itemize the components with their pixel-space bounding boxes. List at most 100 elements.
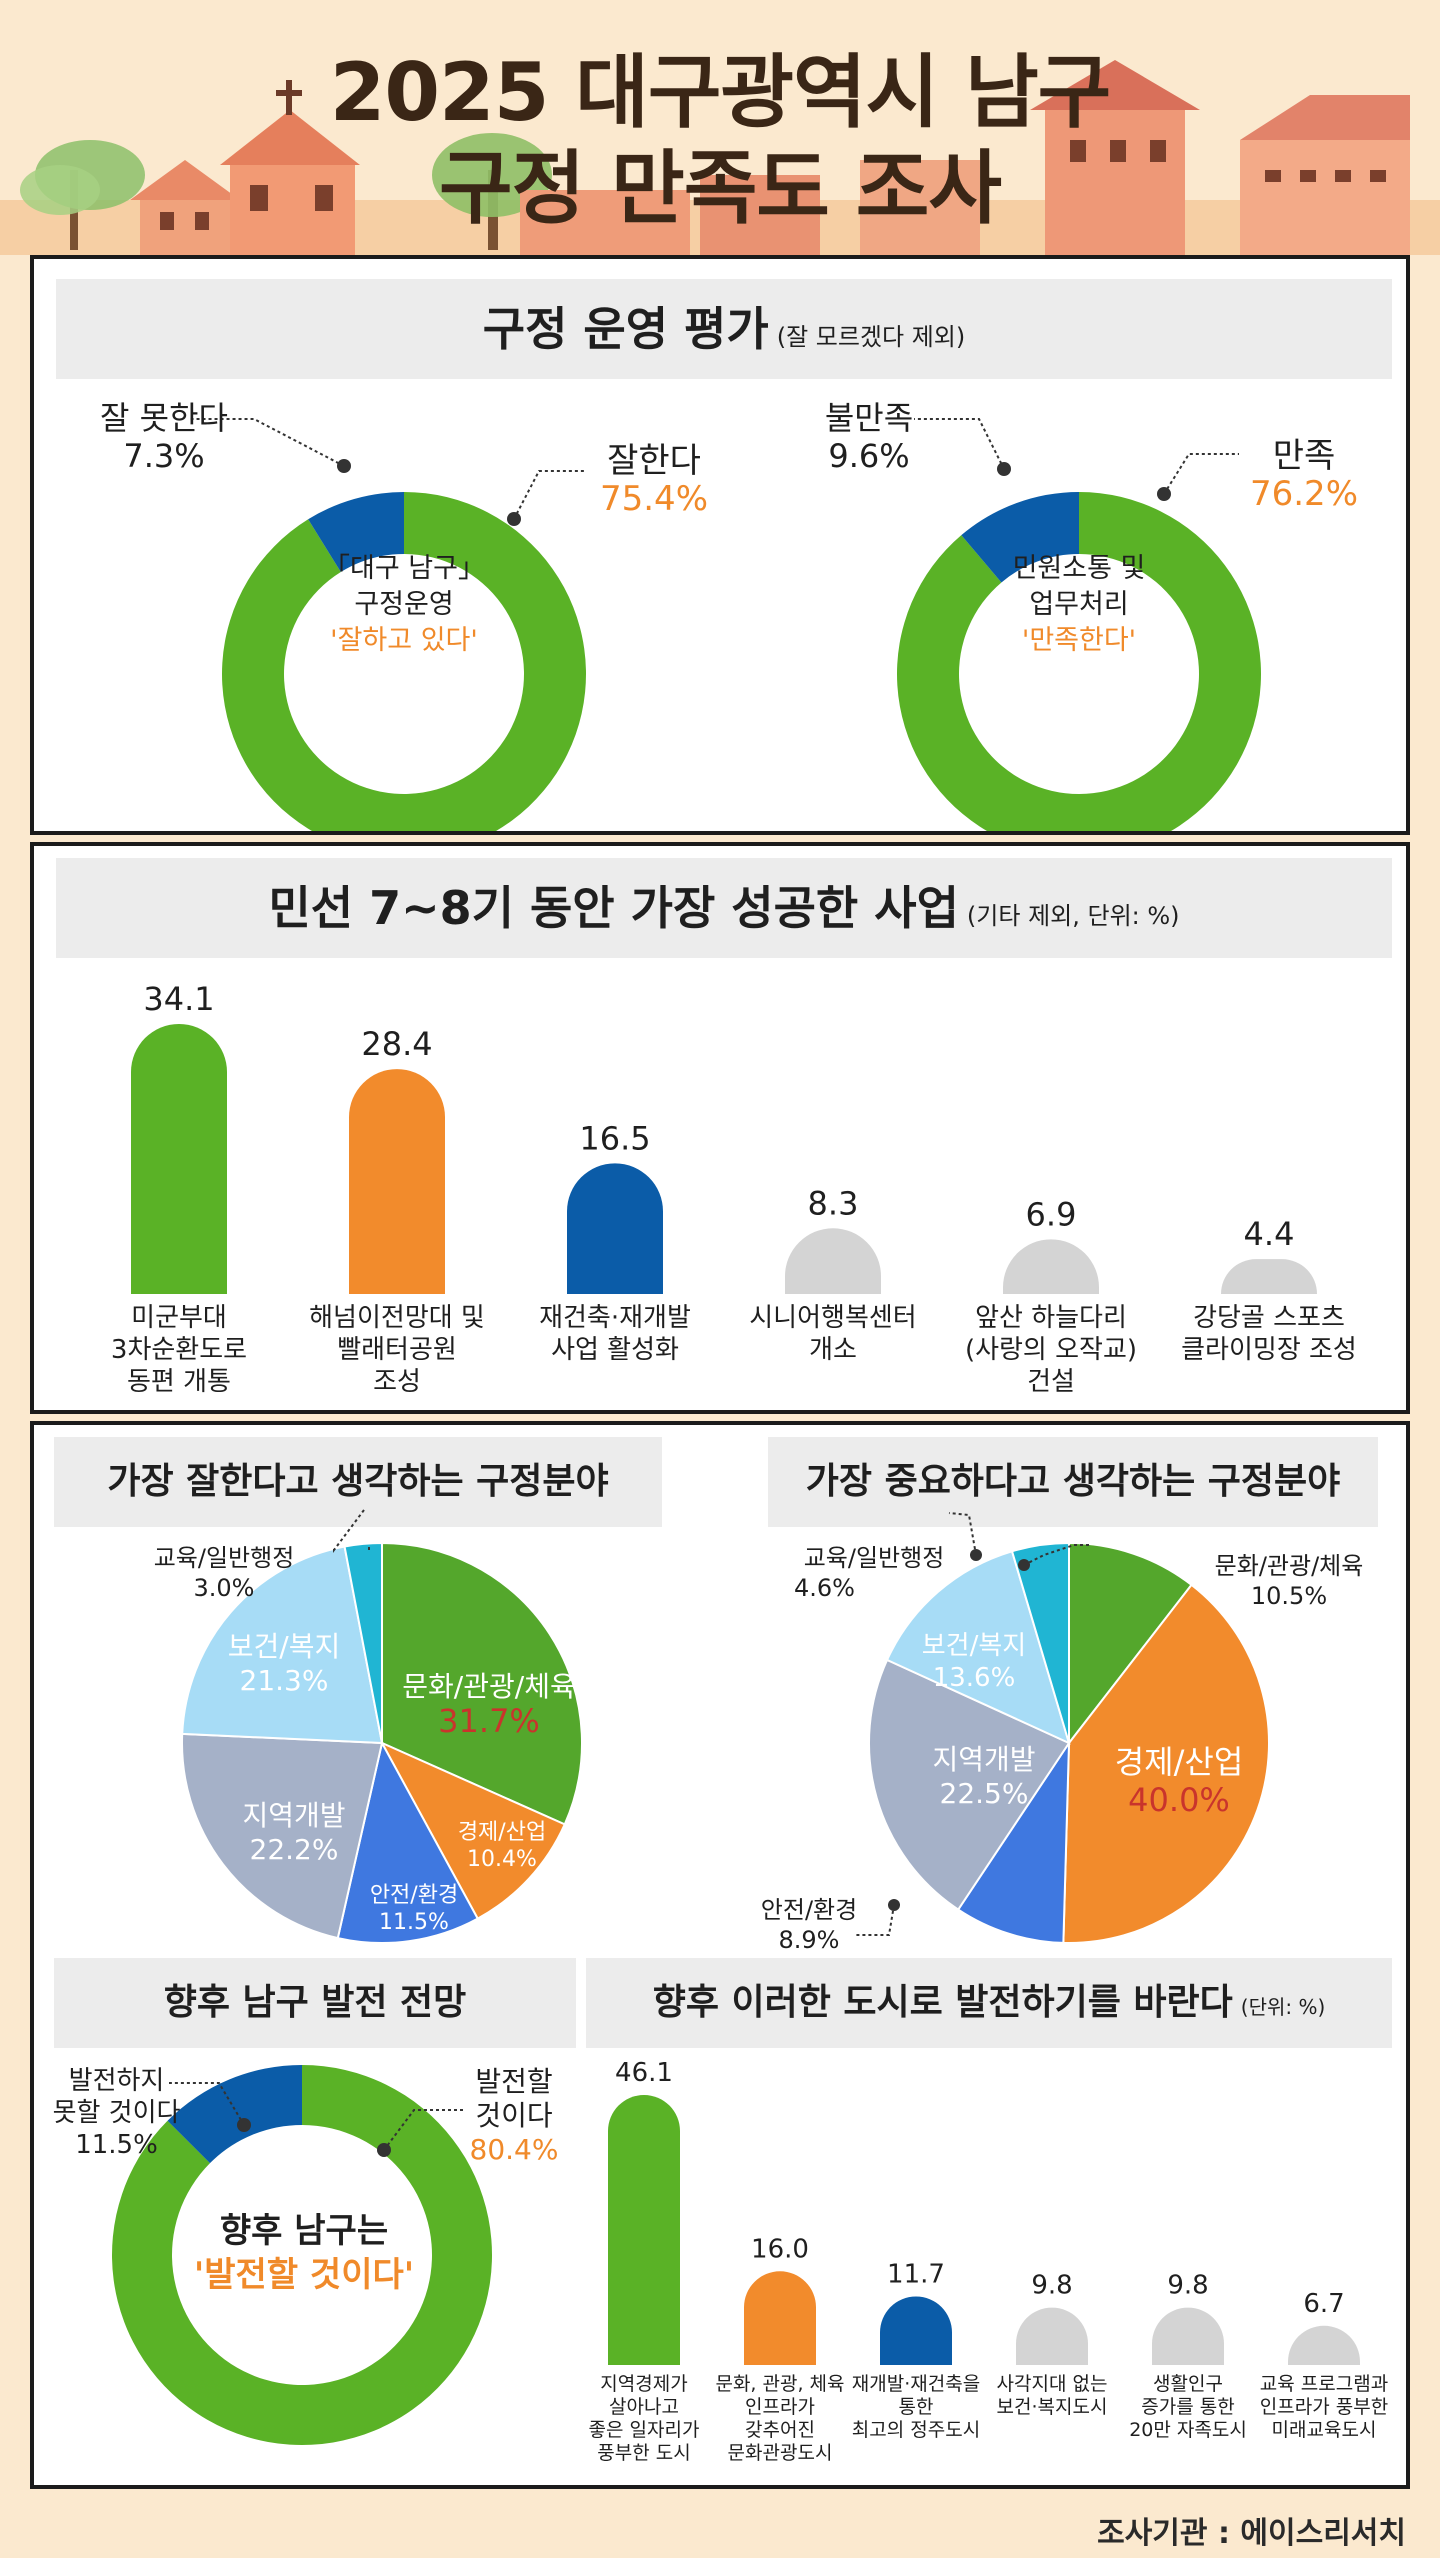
header: 2025 대구광역시 남구 구정 만족도 조사 bbox=[0, 0, 1440, 255]
pie-slice bbox=[885, 1550, 1071, 1745]
bar-category-label: 클라이밍장 조성 bbox=[1181, 1335, 1357, 1365]
bar bbox=[608, 2095, 680, 2365]
bar-category-label: 증가를 통한 bbox=[1141, 2396, 1234, 2418]
slice-label: 보건/복지 bbox=[921, 1631, 1027, 1661]
bar-category-label: 사각지대 없는 bbox=[997, 2373, 1108, 2395]
future-title-text: 향후 이러한 도시로 발전하기를 바란다 bbox=[652, 1982, 1233, 2023]
bar bbox=[131, 1024, 227, 1294]
pos-label-right: 만족 76.2% bbox=[1239, 437, 1369, 513]
slice-value: 10.4% bbox=[467, 1847, 537, 1872]
slice-value: 3.0% bbox=[193, 1574, 255, 1602]
pie-slice bbox=[381, 1541, 583, 1826]
neg-label-text: 불만족 bbox=[824, 399, 914, 437]
slice-label: 문화/관광/체육 bbox=[1214, 1552, 1364, 1580]
town-illustration bbox=[0, 60, 1440, 255]
future-title: 향후 이러한 도시로 발전하기를 바란다 (단위: %) bbox=[586, 1958, 1392, 2048]
bar bbox=[349, 1069, 445, 1294]
panel-fields-and-outlook: 가장 잘한다고 생각하는 구정분야 가장 중요하다고 생각하는 구정분야 향후 … bbox=[30, 1421, 1410, 2489]
leader-line bbox=[1163, 453, 1239, 495]
pie-slice bbox=[336, 1740, 480, 1944]
bar-category-label: 인프라가 풍부한 bbox=[1260, 2396, 1388, 2418]
bar-value-label: 6.7 bbox=[1303, 2289, 1344, 2319]
bar-value-label: 16.0 bbox=[751, 2234, 809, 2264]
main-title-line-2: 구정 만족도 조사 bbox=[439, 142, 1002, 235]
slice-value: 22.2% bbox=[249, 1833, 339, 1866]
neg-value-text: 11.5% bbox=[75, 2130, 158, 2160]
section-subtitle: (기타 제외, 단위: %) bbox=[966, 902, 1180, 930]
bar-category-label: 지역경제가 bbox=[600, 2373, 687, 2395]
bar-value-label: 6.9 bbox=[1026, 1195, 1077, 1233]
leader-line bbox=[1023, 1544, 1089, 1566]
donut-right bbox=[897, 492, 1261, 831]
donut-left-center: 「대구 남구」 구정운영 '잘하고 있다' bbox=[304, 551, 504, 659]
slice-label: 지역개발 bbox=[932, 1743, 1036, 1776]
bar bbox=[1221, 1259, 1317, 1294]
outlook-neg-label: 발전하지 못할 것이다 11.5% bbox=[49, 2065, 184, 2161]
bar-category-label: 해넘이전망대 및 bbox=[309, 1303, 485, 1333]
center-line: 구정운영 bbox=[354, 589, 454, 620]
bar-category-label: 살아나고 bbox=[609, 2396, 679, 2418]
slice-value: 10.5% bbox=[1250, 1582, 1328, 1610]
center-line-highlight: '만족한다' bbox=[1021, 625, 1137, 656]
section-subtitle: (잘 모르겠다 제외) bbox=[776, 323, 966, 351]
leader-dot bbox=[507, 512, 521, 526]
pie-left-label-health: 보건/복지 21.3% bbox=[204, 1630, 364, 1698]
bar-category-label: 강당골 스포츠 bbox=[1193, 1303, 1345, 1333]
bar-category-label: 교육 프로그램과 bbox=[1260, 2373, 1388, 2395]
leader-dot bbox=[970, 1549, 982, 1561]
bar-category-label: 보건·복지도시 bbox=[997, 2396, 1108, 2418]
pie-right-label-economy: 경제/산업 40.0% bbox=[1094, 1743, 1264, 1819]
pie-left-title: 가장 잘한다고 생각하는 구정분야 bbox=[54, 1437, 662, 1527]
pie-slice bbox=[181, 1732, 384, 1940]
neg-label-text: 잘 못한다 bbox=[100, 399, 228, 437]
leader-dot bbox=[1018, 1559, 1030, 1571]
panel-operation-evaluation: 구정 운영 평가 (잘 모르겠다 제외) 잘 못한다 7.3% 잘한다 75.4%… bbox=[30, 255, 1410, 835]
bar-category-label: 시니어행복센터 bbox=[749, 1303, 916, 1333]
bar-category-label: 개소 bbox=[809, 1335, 857, 1365]
leader-line bbox=[383, 2109, 464, 2151]
center-line: 「대구 남구」 bbox=[323, 553, 485, 584]
leader-line bbox=[948, 1512, 977, 1556]
bar bbox=[744, 2271, 816, 2365]
leader-dot bbox=[377, 2143, 391, 2157]
neg-label-left: 잘 못한다 7.3% bbox=[84, 399, 244, 475]
center-line-highlight: '발전할 것이다' bbox=[193, 2255, 415, 2295]
bar-category-label: 사업 활성화 bbox=[551, 1335, 679, 1365]
bar-category-label: 최고의 정주도시 bbox=[852, 2419, 980, 2441]
neg-label-text: 못할 것이다 bbox=[52, 2098, 181, 2128]
slice-value: 22.5% bbox=[939, 1777, 1029, 1810]
pie-right-title: 가장 중요하다고 생각하는 구정분야 bbox=[768, 1437, 1378, 1527]
bar bbox=[1003, 1239, 1099, 1294]
leader-dot bbox=[337, 459, 351, 473]
slice-label: 경제/산업 bbox=[457, 1820, 547, 1845]
bar-category-label: 재개발·재건축을 bbox=[852, 2373, 980, 2395]
pie-left-label-edu: 교육/일반행정 3.0% bbox=[89, 1543, 359, 1603]
pie-slice bbox=[1062, 1583, 1270, 1944]
slice-label: 안전/환경 bbox=[760, 1896, 858, 1924]
bar-value-label: 16.5 bbox=[579, 1119, 650, 1157]
pos-value-text: 76.2% bbox=[1249, 474, 1358, 514]
bar-category-label: 빨래터공원 bbox=[337, 1335, 457, 1365]
pie-right-label-dev: 지역개발 22.5% bbox=[904, 1743, 1064, 1811]
pos-label-text: 잘한다 bbox=[607, 441, 701, 481]
section-title: 민선 7~8기 동안 가장 성공한 사업 (기타 제외, 단위: %) bbox=[56, 858, 1392, 958]
section-title-text: 구정 운영 평가 bbox=[482, 302, 769, 356]
leader-line bbox=[333, 1509, 365, 1553]
bar-category-label: 3차순환도로 bbox=[111, 1335, 247, 1365]
pie-slice bbox=[956, 1739, 1071, 1944]
pos-value-text: 80.4% bbox=[469, 2133, 559, 2166]
slice-label: 보건/복지 bbox=[227, 1630, 341, 1663]
donut-outlook bbox=[112, 2065, 493, 2445]
leader-line bbox=[513, 470, 584, 520]
section-title: 구정 운영 평가 (잘 모르겠다 제외) bbox=[56, 279, 1392, 379]
pie-slice bbox=[868, 1658, 1071, 1911]
slice-value: 4.6% bbox=[794, 1574, 855, 1602]
bar-category-label: 미군부대 bbox=[131, 1303, 227, 1333]
bar bbox=[567, 1163, 663, 1294]
outlook-center: 향후 남구는 '발전할 것이다' bbox=[184, 2209, 424, 2297]
bar-category-label: 풍부한 도시 bbox=[597, 2442, 690, 2464]
bar-category-label: 갖추어진 bbox=[745, 2419, 815, 2441]
section-title-text: 민선 7~8기 동안 가장 성공한 사업 bbox=[268, 881, 959, 935]
